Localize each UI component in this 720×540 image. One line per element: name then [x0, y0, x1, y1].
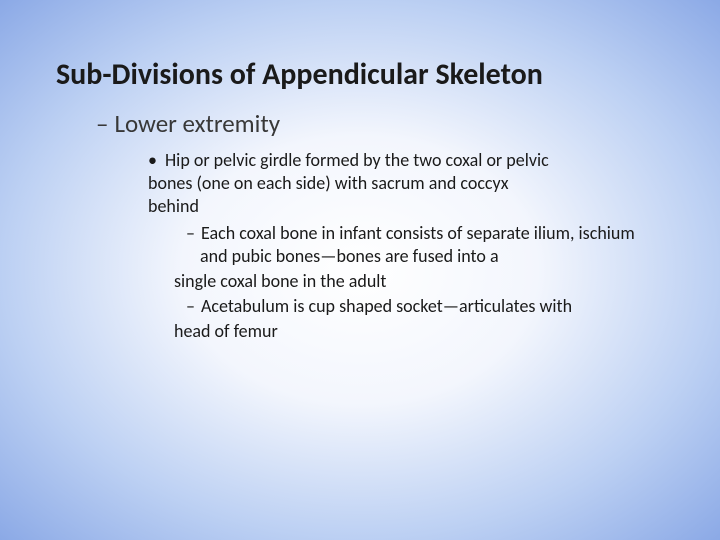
slide: Sub-Divisions of Appendicular Skeleton –…: [0, 0, 720, 540]
level3b-line1: Acetabulum is cup shaped socket—articula…: [201, 295, 572, 318]
level1-text: Lower extremity: [114, 108, 280, 139]
slide-title: Sub-Divisions of Appendicular Skeleton: [56, 58, 664, 93]
level3a-line2: and pubic bones—bones are fused into a: [200, 245, 664, 268]
level3a-line1: Each coxal bone in infant consists of se…: [201, 222, 635, 245]
level2-line2: bones (one on each side) with sacrum and…: [148, 172, 664, 195]
bullet-level2: • Hip or pelvic girdle formed by the two…: [148, 149, 664, 218]
bullet-level1: –Lower extremity: [96, 109, 664, 139]
bullet-level3-a: – Each coxal bone in infant consists of …: [186, 222, 664, 268]
level2-line1: Hip or pelvic girdle formed by the two c…: [165, 149, 549, 172]
bullet-icon: •: [148, 149, 157, 172]
level2-line3: behind: [148, 195, 664, 218]
dash-icon: –: [186, 295, 195, 318]
dash-icon: –: [96, 108, 108, 139]
dash-icon: –: [186, 222, 195, 245]
bullet-level3-b: – Acetabulum is cup shaped socket—articu…: [186, 295, 664, 318]
level3b-line2: head of femur: [174, 320, 664, 343]
level3a-line3: single coxal bone in the adult: [174, 270, 664, 293]
